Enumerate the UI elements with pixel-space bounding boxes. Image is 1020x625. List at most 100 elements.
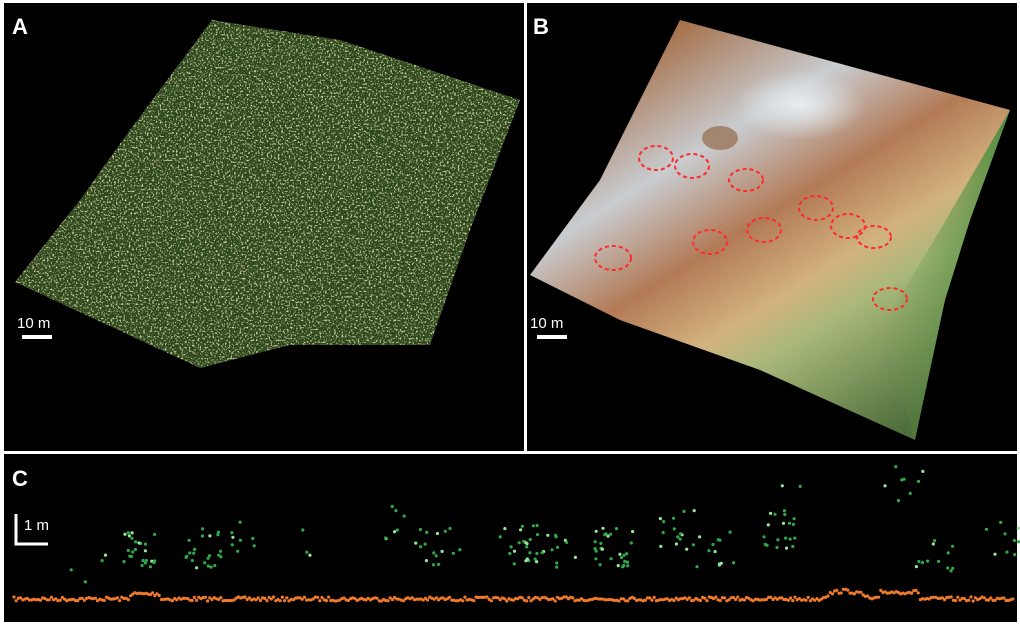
point — [626, 564, 629, 567]
point — [719, 599, 722, 602]
point — [191, 599, 194, 602]
point — [12, 595, 15, 598]
point — [70, 568, 73, 571]
point — [595, 550, 598, 553]
point — [675, 542, 678, 545]
point — [985, 528, 988, 531]
point — [792, 523, 795, 526]
point — [118, 599, 121, 602]
point — [676, 535, 679, 538]
point — [766, 544, 769, 547]
point — [513, 562, 516, 565]
point — [499, 535, 502, 538]
point — [793, 596, 796, 599]
point — [618, 553, 621, 556]
point — [762, 535, 765, 538]
point — [116, 596, 119, 599]
point — [673, 527, 676, 530]
point — [662, 520, 665, 523]
point — [230, 531, 233, 534]
point — [650, 599, 653, 602]
point — [599, 563, 602, 566]
point — [191, 559, 194, 562]
point — [103, 599, 106, 602]
point — [207, 564, 210, 567]
point — [947, 551, 950, 554]
point — [717, 538, 720, 541]
point — [251, 537, 254, 540]
point — [718, 563, 721, 566]
point — [253, 544, 256, 547]
point — [518, 541, 521, 544]
point — [571, 596, 574, 599]
point — [210, 566, 213, 569]
point — [536, 533, 539, 536]
point — [195, 566, 198, 569]
point — [257, 596, 260, 599]
point — [1002, 596, 1005, 599]
point — [201, 534, 204, 537]
point — [622, 554, 625, 557]
point — [785, 547, 788, 550]
point — [954, 599, 957, 602]
point — [672, 599, 675, 602]
terrain-high — [735, 70, 865, 140]
point — [793, 537, 796, 540]
point — [951, 545, 954, 548]
point — [933, 539, 936, 542]
point — [123, 533, 126, 536]
point — [122, 560, 125, 563]
point — [435, 554, 438, 557]
point — [153, 533, 156, 536]
point — [723, 596, 726, 599]
point — [551, 548, 554, 551]
point — [432, 563, 435, 566]
point — [736, 596, 739, 599]
point — [217, 554, 220, 557]
point — [219, 550, 222, 553]
point — [877, 596, 880, 599]
point — [195, 599, 198, 602]
point — [565, 541, 568, 544]
point — [1005, 551, 1008, 554]
point — [448, 527, 451, 530]
point — [529, 538, 532, 541]
point — [239, 539, 242, 542]
point — [1013, 539, 1016, 542]
point — [595, 530, 598, 533]
point — [503, 527, 506, 530]
point — [536, 524, 539, 527]
point — [791, 599, 794, 602]
point — [659, 517, 662, 520]
point — [301, 528, 304, 531]
point — [951, 567, 954, 570]
point — [204, 596, 207, 599]
point — [767, 523, 770, 526]
point — [894, 465, 897, 468]
point — [859, 591, 862, 594]
point — [131, 531, 134, 534]
point — [137, 541, 140, 544]
point — [804, 599, 807, 602]
point — [279, 599, 282, 602]
point — [594, 540, 597, 543]
point — [472, 599, 475, 602]
scale-bar — [537, 335, 567, 339]
point — [236, 550, 239, 553]
point — [522, 540, 525, 543]
point — [1017, 527, 1020, 530]
point — [104, 554, 107, 557]
point — [662, 531, 665, 534]
point — [626, 599, 629, 602]
point — [535, 560, 538, 563]
point — [158, 594, 161, 597]
point — [967, 599, 970, 602]
point — [414, 542, 417, 545]
point — [463, 596, 466, 599]
point — [782, 522, 785, 525]
point — [375, 597, 378, 600]
point — [601, 527, 604, 530]
point — [426, 598, 429, 601]
point — [546, 534, 549, 537]
point — [231, 536, 234, 539]
